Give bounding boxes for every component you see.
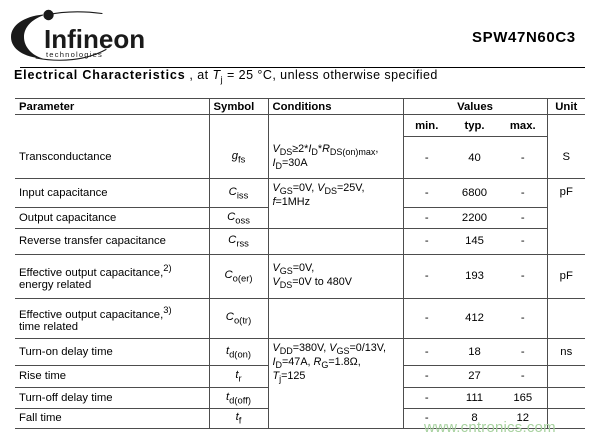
svg-text:technologies: technologies <box>46 50 103 59</box>
